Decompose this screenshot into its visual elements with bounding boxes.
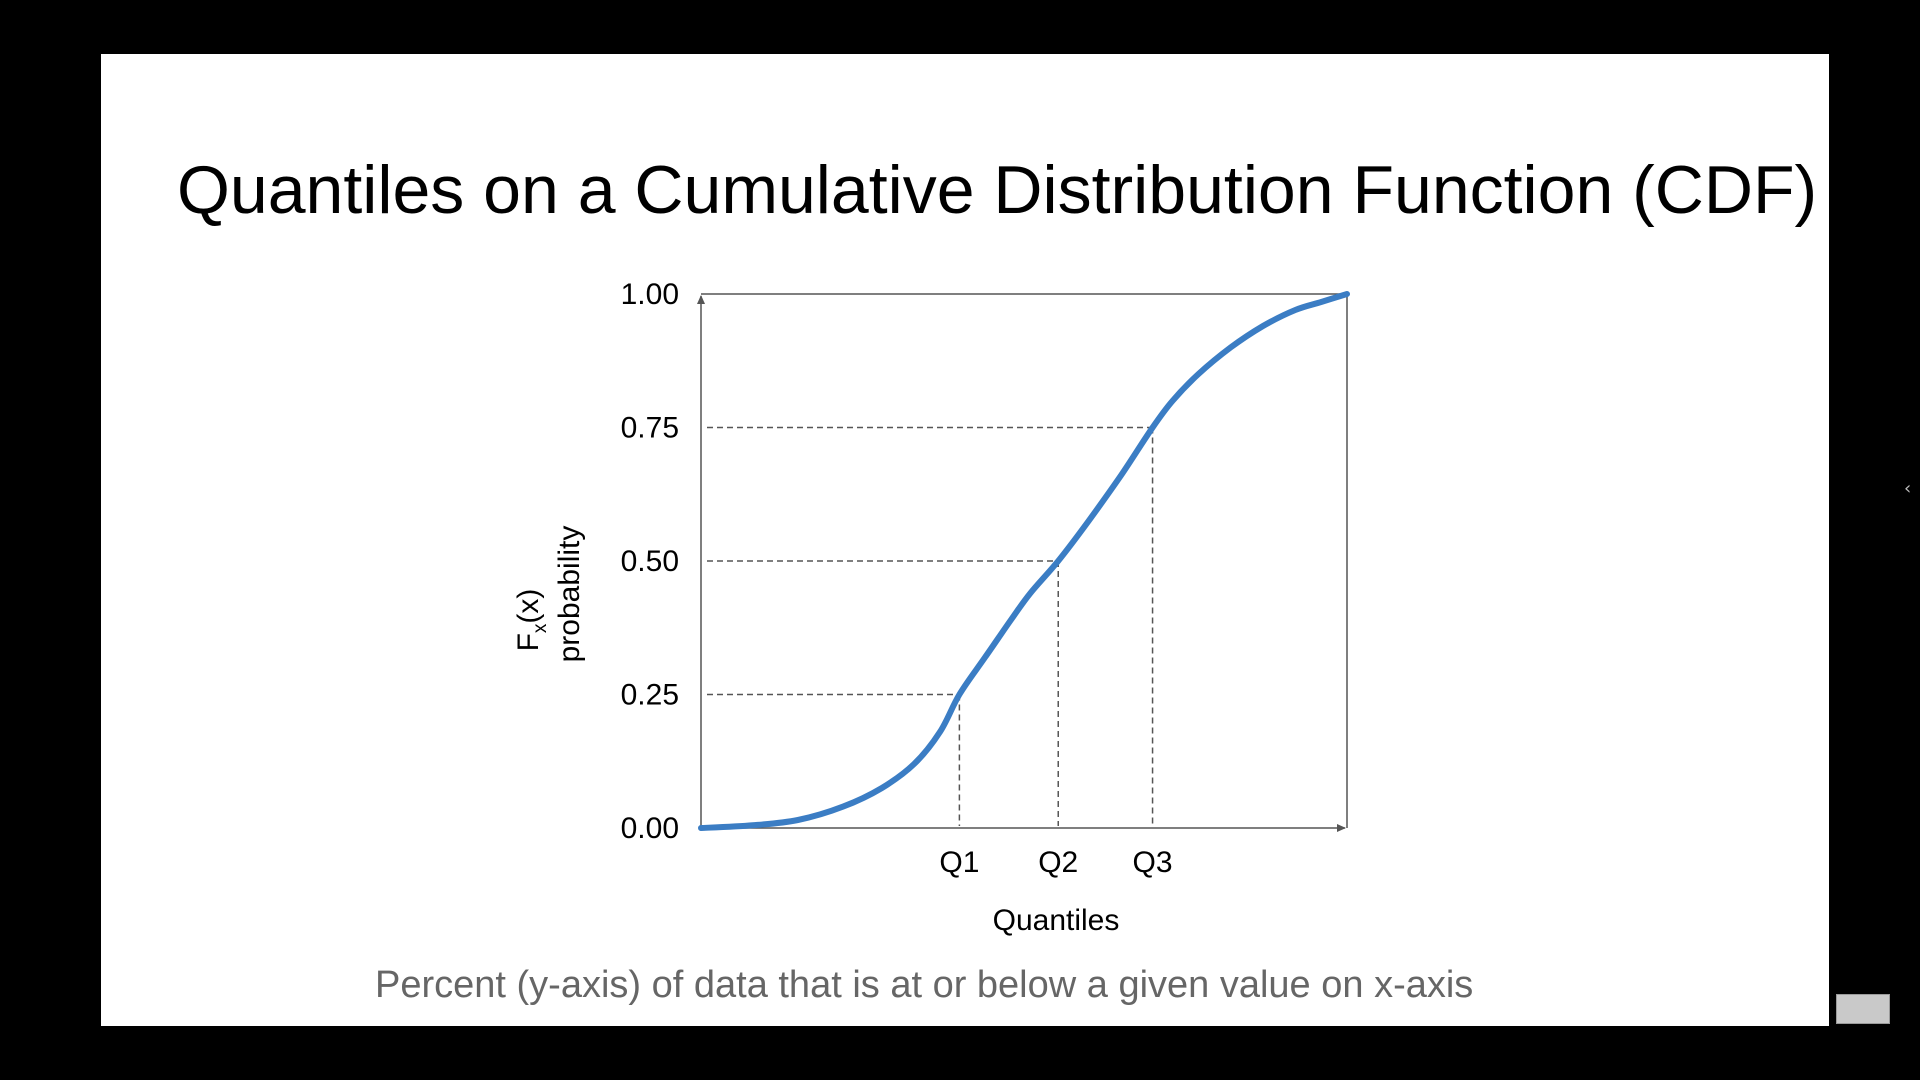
quantile-label: Q1 [939, 846, 979, 879]
quantile-label: Q2 [1038, 846, 1078, 879]
cdf-chart: 0.00 0.25 0.50 0.75 1.00 Q1 Q2 Q3 Quantiles Fx… [512, 278, 1350, 937]
y-axis-title: Fx(x) probability [512, 526, 586, 663]
y-tick-labels: 0.00 0.25 0.50 0.75 1.00 [621, 278, 679, 845]
y-axis-title-paren: (x) [512, 589, 545, 624]
quantile-reference-lines [707, 426, 1154, 826]
quantile-label: Q3 [1133, 846, 1173, 879]
y-axis-title-sub: x [530, 623, 551, 633]
y-tick-label: 1.00 [621, 278, 679, 311]
x-axis-title: Quantiles [993, 904, 1120, 937]
y-tick-label: 0.50 [621, 545, 679, 578]
y-axis-title-line1: Fx(x) [512, 589, 551, 652]
y-axis-title-line2: probability [553, 526, 586, 663]
quantile-labels: Q1 Q2 Q3 [939, 846, 1172, 879]
slide: Quantiles on a Cumulative Distribution F… [101, 54, 1829, 1026]
y-axis-title-f: F [512, 633, 545, 651]
presenter-thumbnail[interactable] [1836, 994, 1890, 1024]
y-tick-label: 0.25 [621, 679, 679, 712]
y-tick-label: 0.75 [621, 412, 679, 445]
y-tick-label: 0.00 [621, 812, 679, 845]
slide-title: Quantiles on a Cumulative Distribution F… [177, 152, 1818, 228]
slide-caption: Percent (y-axis) of data that is at or b… [375, 964, 1474, 1006]
panel-collapse-arrow-icon[interactable]: ‹ [1904, 478, 1912, 499]
cdf-curve-line [698, 291, 1350, 831]
